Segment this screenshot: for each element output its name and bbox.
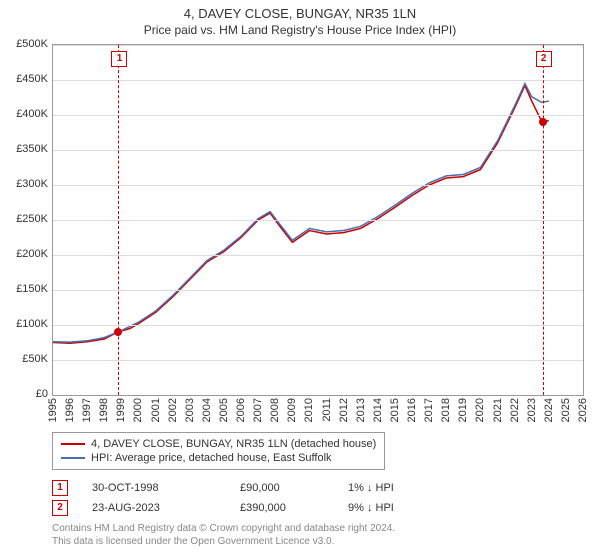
page-title: 4, DAVEY CLOSE, BUNGAY, NR35 1LN: [0, 0, 600, 21]
marker-line: [118, 45, 119, 395]
x-axis-label: 2017: [423, 398, 435, 422]
gridline: [53, 220, 583, 221]
x-axis-label: 1998: [98, 398, 110, 422]
x-axis-label: 2020: [474, 398, 486, 422]
x-axis-label: 2025: [560, 398, 572, 422]
x-axis-label: 1999: [115, 398, 127, 422]
gridline: [53, 150, 583, 151]
legend-row: HPI: Average price, detached house, East…: [61, 451, 376, 465]
x-axis-label: 2014: [372, 398, 384, 422]
event-price: £390,000: [240, 502, 330, 514]
x-axis-label: 2019: [457, 398, 469, 422]
y-axis-label: £500K: [0, 38, 48, 50]
event-date: 30-OCT-1998: [92, 482, 222, 494]
y-axis-label: £300K: [0, 178, 48, 190]
gridline: [53, 115, 583, 116]
x-axis-label: 2012: [338, 398, 350, 422]
gridline: [53, 45, 583, 46]
x-axis-label: 2009: [286, 398, 298, 422]
chart-legend: 4, DAVEY CLOSE, BUNGAY, NR35 1LN (detach…: [52, 432, 385, 470]
x-axis-label: 1996: [64, 398, 76, 422]
x-axis-label: 2026: [577, 398, 589, 422]
footer-line: Contains HM Land Registry data © Crown c…: [52, 522, 395, 535]
price-chart: 12: [52, 44, 584, 396]
event-row: 1 30-OCT-1998 £90,000 1% ↓ HPI: [52, 478, 394, 498]
y-axis-label: £350K: [0, 143, 48, 155]
legend-label: 4, DAVEY CLOSE, BUNGAY, NR35 1LN (detach…: [91, 438, 376, 450]
x-axis-label: 1995: [47, 398, 59, 422]
gridline: [53, 255, 583, 256]
marker-dot: [539, 118, 547, 126]
x-axis-label: 2001: [150, 398, 162, 422]
event-date: 23-AUG-2023: [92, 502, 222, 514]
x-axis-label: 2002: [167, 398, 179, 422]
event-row: 2 23-AUG-2023 £390,000 9% ↓ HPI: [52, 498, 394, 518]
x-axis-label: 2006: [235, 398, 247, 422]
gridline: [53, 290, 583, 291]
gridline: [53, 325, 583, 326]
y-axis-label: £100K: [0, 318, 48, 330]
gridline: [53, 185, 583, 186]
legend-label: HPI: Average price, detached house, East…: [91, 452, 332, 464]
y-axis-label: £400K: [0, 108, 48, 120]
x-axis-label: 2007: [252, 398, 264, 422]
x-axis-label: 2000: [132, 398, 144, 422]
y-axis-label: £0: [0, 388, 48, 400]
marker-line: [543, 45, 544, 395]
x-axis-label: 2011: [321, 398, 333, 422]
y-axis-label: £200K: [0, 248, 48, 260]
marker-dot: [114, 328, 122, 336]
x-axis-label: 2015: [389, 398, 401, 422]
x-axis-label: 2023: [526, 398, 538, 422]
event-pct: 1% ↓ HPI: [348, 482, 394, 494]
gridline: [53, 80, 583, 81]
legend-swatch: [61, 443, 85, 445]
legend-swatch: [61, 457, 85, 459]
event-table: 1 30-OCT-1998 £90,000 1% ↓ HPI 2 23-AUG-…: [52, 478, 394, 518]
x-axis-label: 2021: [492, 398, 504, 422]
event-badge: 1: [52, 480, 68, 496]
gridline: [53, 360, 583, 361]
x-axis-label: 2010: [303, 398, 315, 422]
event-badge: 2: [52, 500, 68, 516]
x-axis-label: 2004: [201, 398, 213, 422]
marker-badge: 2: [536, 51, 552, 67]
y-axis-label: £250K: [0, 213, 48, 225]
event-price: £90,000: [240, 482, 330, 494]
legend-row: 4, DAVEY CLOSE, BUNGAY, NR35 1LN (detach…: [61, 437, 376, 451]
x-axis-label: 2005: [218, 398, 230, 422]
x-axis-label: 2022: [509, 398, 521, 422]
y-axis-label: £50K: [0, 353, 48, 365]
x-axis-label: 2016: [406, 398, 418, 422]
page-subtitle: Price paid vs. HM Land Registry's House …: [0, 21, 600, 37]
x-axis-label: 2024: [543, 398, 555, 422]
x-axis-label: 2008: [269, 398, 281, 422]
footer-attribution: Contains HM Land Registry data © Crown c…: [52, 522, 395, 548]
marker-badge: 1: [111, 51, 127, 67]
y-axis-label: £150K: [0, 283, 48, 295]
x-axis-label: 2003: [184, 398, 196, 422]
event-pct: 9% ↓ HPI: [348, 502, 394, 514]
y-axis-label: £450K: [0, 73, 48, 85]
x-axis-label: 1997: [81, 398, 93, 422]
x-axis-label: 2013: [355, 398, 367, 422]
x-axis-label: 2018: [440, 398, 452, 422]
footer-line: This data is licensed under the Open Gov…: [52, 535, 395, 548]
